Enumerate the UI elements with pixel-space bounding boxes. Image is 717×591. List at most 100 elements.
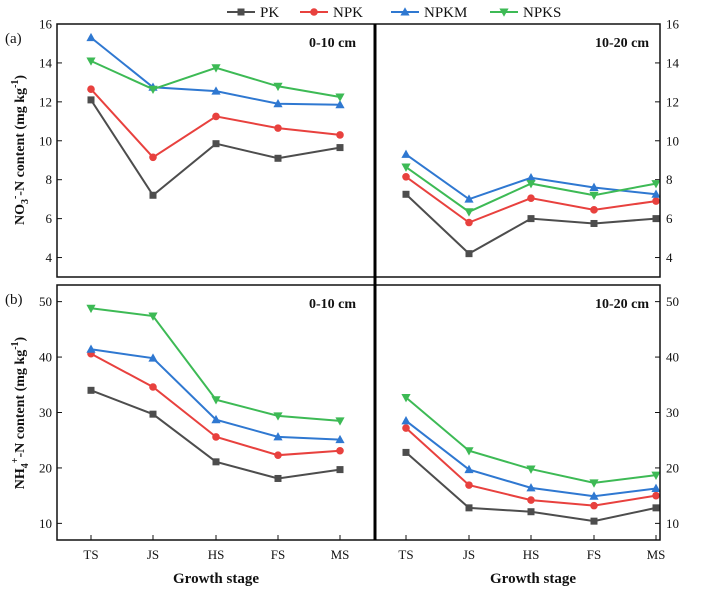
data-point — [336, 466, 344, 474]
data-point — [590, 219, 598, 227]
data-point — [212, 458, 220, 466]
x-tick-label: TS — [398, 547, 413, 562]
data-point — [464, 464, 474, 474]
data-point — [464, 194, 474, 203]
y-tick-label-right: 10 — [666, 133, 679, 148]
data-point — [212, 140, 220, 148]
legend-item-npk: NPK — [300, 5, 363, 21]
x-tick-label: HS — [208, 547, 225, 562]
data-point — [527, 508, 535, 516]
data-point — [651, 471, 661, 480]
data-point — [335, 417, 345, 426]
data-point — [401, 163, 411, 172]
legend-marker — [237, 8, 245, 16]
y-tick-label-left: 8 — [46, 172, 53, 187]
y-tick-label-left: 6 — [46, 211, 53, 226]
data-point — [148, 312, 158, 321]
x-tick-label: JS — [463, 547, 475, 562]
panel-label: (a) — [5, 31, 22, 47]
series-npkm — [86, 344, 345, 444]
depth-label: 10-20 cm — [595, 297, 649, 312]
x-tick-label: HS — [523, 547, 540, 562]
y-tick: 14 14 — [39, 55, 680, 70]
data-point — [652, 491, 660, 500]
y-axis-title: NH4+-N content (mg kg-1) — [10, 336, 31, 489]
data-point — [651, 180, 661, 189]
data-point — [211, 414, 221, 424]
data-point — [211, 396, 221, 405]
y-tick-label-left: 16 — [39, 17, 53, 32]
series-npks — [86, 57, 345, 102]
y-tick: 30 30 — [39, 405, 679, 420]
data-point — [273, 82, 283, 92]
data-point — [651, 483, 661, 492]
legend-marker — [310, 8, 318, 16]
data-point — [402, 424, 410, 432]
data-point — [590, 517, 598, 525]
data-point — [148, 85, 158, 94]
y-tick: 20 20 — [39, 460, 679, 475]
data-point — [274, 474, 282, 482]
data-point — [274, 124, 282, 132]
x-tick-label: MS — [331, 547, 350, 562]
depth-label: 0-10 cm — [309, 36, 356, 51]
x-tick-label: FS — [587, 547, 601, 562]
series-npkm — [401, 149, 661, 203]
series-npkm — [401, 416, 661, 500]
legend-label: NPKS — [523, 5, 561, 21]
x-tick-label: MS — [647, 547, 666, 562]
data-point — [527, 496, 535, 504]
legend-item-npks: NPKS — [490, 5, 561, 21]
data-point — [526, 483, 536, 492]
data-point — [149, 191, 157, 199]
x-tick-label: TS — [83, 547, 98, 562]
legend-label: NPKM — [424, 5, 467, 21]
data-point — [211, 86, 221, 95]
data-point — [336, 131, 344, 139]
y-tick-label-right: 14 — [666, 55, 680, 70]
series-npk — [402, 172, 660, 227]
legend-label: NPK — [333, 5, 363, 21]
y-tick-label-right: 4 — [666, 250, 673, 265]
data-point — [335, 434, 345, 444]
y-tick-label-right: 8 — [666, 172, 673, 187]
data-point — [652, 504, 660, 512]
data-point — [465, 250, 473, 258]
data-point — [589, 182, 599, 191]
data-point — [465, 218, 473, 227]
series-pk — [87, 386, 344, 482]
data-point — [401, 149, 411, 158]
data-point — [465, 504, 473, 512]
data-point — [652, 215, 660, 223]
data-point — [148, 353, 158, 362]
data-point — [526, 465, 536, 474]
data-point — [86, 344, 96, 353]
data-point — [87, 386, 95, 394]
legend-label: PK — [260, 5, 279, 21]
data-point — [149, 410, 157, 418]
data-point — [212, 433, 220, 441]
x-axis: TS JS HS FS MS Growth stage TS JS HS FS MS Growth s… — [83, 547, 665, 587]
data-point — [273, 432, 283, 441]
plot-frame — [56, 23, 661, 278]
data-point — [590, 206, 598, 214]
y-tick-label-left: 50 — [39, 294, 52, 309]
y-tick: 12 12 — [39, 94, 679, 109]
panel-10-20-cm: 10-20 cm — [401, 36, 661, 258]
y-tick-label-left: 12 — [39, 94, 52, 109]
y-tick: 50 50 — [39, 294, 679, 309]
data-point — [590, 501, 598, 510]
panel-label: (b) — [5, 292, 23, 308]
data-point — [589, 191, 599, 201]
y-tick-label-left: 14 — [39, 55, 53, 70]
data-point — [402, 172, 410, 181]
series-pk — [402, 448, 660, 525]
data-point — [87, 96, 95, 104]
series-pk — [87, 96, 344, 199]
